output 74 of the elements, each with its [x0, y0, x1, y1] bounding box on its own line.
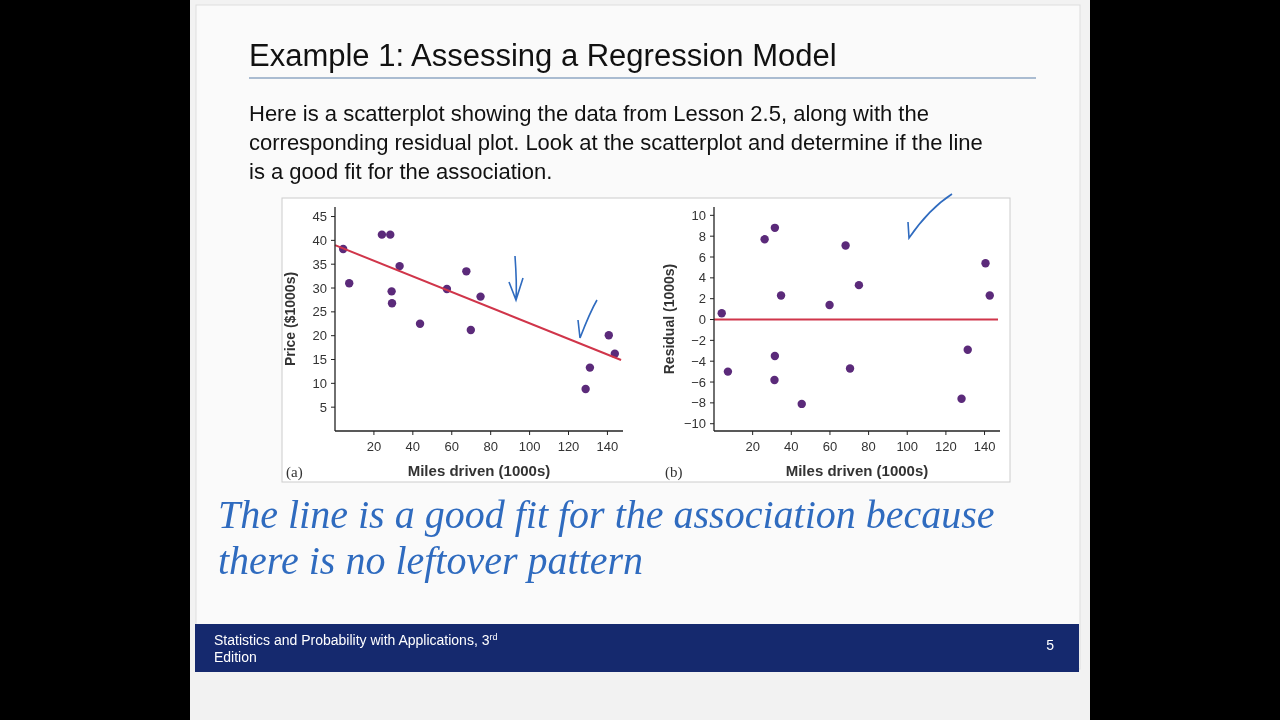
- x-tick-label: 140: [596, 439, 619, 454]
- x-tick-label: 100: [896, 439, 919, 454]
- point: [717, 309, 726, 318]
- chart-subtitle: Here is a scatterplot showing the data from Lesson 2.5, along with the corresponding residual plot. Look at the scatterplot and determine if the line is a good fit for the association.: [249, 101, 983, 184]
- point: [386, 230, 395, 239]
- point: [770, 351, 780, 361]
- point: [415, 319, 425, 328]
- point: [825, 300, 834, 310]
- x-axis-title: Miles driven (1000s): [407, 462, 551, 479]
- text: 5: [1046, 637, 1055, 653]
- point: [760, 235, 769, 244]
- x-tick-label: 60: [444, 439, 459, 454]
- y-tick-label: 8: [698, 228, 706, 244]
- y-tick-label: −10: [683, 416, 706, 432]
- point: [723, 367, 733, 376]
- point: [395, 261, 404, 271]
- y-tick-label: 2: [698, 291, 706, 307]
- x-tick-label: 20: [366, 439, 382, 454]
- x-tick-label: 140: [973, 439, 996, 454]
- x-tick-label: 80: [861, 439, 876, 454]
- y-tick-label: 5: [319, 399, 327, 415]
- y-tick-label: 6: [698, 249, 706, 265]
- y-axis-title: Price ($1000s): [282, 271, 298, 367]
- y-axis-title: Residual (1000s): [661, 263, 677, 375]
- point: [985, 291, 994, 300]
- y-tick-label: 25: [312, 304, 327, 320]
- point: [957, 394, 966, 403]
- x-axis-title: Miles driven (1000s): [785, 462, 929, 479]
- point: [770, 375, 779, 385]
- point: [963, 345, 972, 354]
- text: The line is a good fit for the association because there is no leftover pattern: [218, 492, 995, 583]
- point: [604, 331, 613, 340]
- x-tick-label: 40: [784, 439, 799, 454]
- y-tick-label: 20: [312, 328, 327, 344]
- x-tick-label: 100: [518, 439, 541, 454]
- point: [377, 230, 387, 239]
- point: [797, 399, 806, 409]
- point: [841, 241, 850, 250]
- y-tick-label: −8: [691, 395, 706, 411]
- y-tick-label: 4: [698, 270, 706, 286]
- y-tick-label: −4: [691, 353, 706, 369]
- y-tick-label: −6: [691, 374, 706, 390]
- x-tick-label: 60: [822, 439, 838, 454]
- y-tick-label: 35: [312, 256, 327, 272]
- point: [581, 384, 590, 394]
- point: [770, 223, 780, 233]
- point: [466, 325, 476, 335]
- y-tick-label: −2: [691, 332, 706, 348]
- point: [981, 259, 990, 268]
- point: [845, 364, 855, 373]
- x-tick-label: 40: [405, 439, 421, 454]
- point: [776, 291, 786, 300]
- x-tick-label: 120: [935, 439, 957, 454]
- point: [387, 287, 396, 296]
- point: [387, 299, 397, 308]
- point: [585, 363, 595, 372]
- y-tick-label: 15: [312, 352, 327, 368]
- text: (a): [286, 464, 303, 481]
- y-tick-label: 40: [312, 232, 327, 248]
- x-tick-label: 80: [483, 439, 498, 454]
- point: [345, 279, 354, 288]
- point: [854, 280, 864, 290]
- y-tick-label: 0: [698, 312, 706, 328]
- text: (b): [665, 464, 683, 481]
- y-tick-label: 10: [691, 207, 706, 223]
- y-tick-label: 45: [312, 209, 327, 225]
- point: [462, 267, 471, 276]
- text: Statistics and Probability with Applications, 3$^{rd}$ Edition: [214, 632, 498, 665]
- chart-title: Example 1: Assessing a Regression Model: [249, 38, 837, 73]
- y-tick-label: 30: [312, 280, 327, 296]
- point: [476, 292, 485, 301]
- x-tick-label: 120: [557, 439, 580, 454]
- x-tick-label: 20: [745, 439, 760, 454]
- y-tick-label: 10: [312, 375, 327, 391]
